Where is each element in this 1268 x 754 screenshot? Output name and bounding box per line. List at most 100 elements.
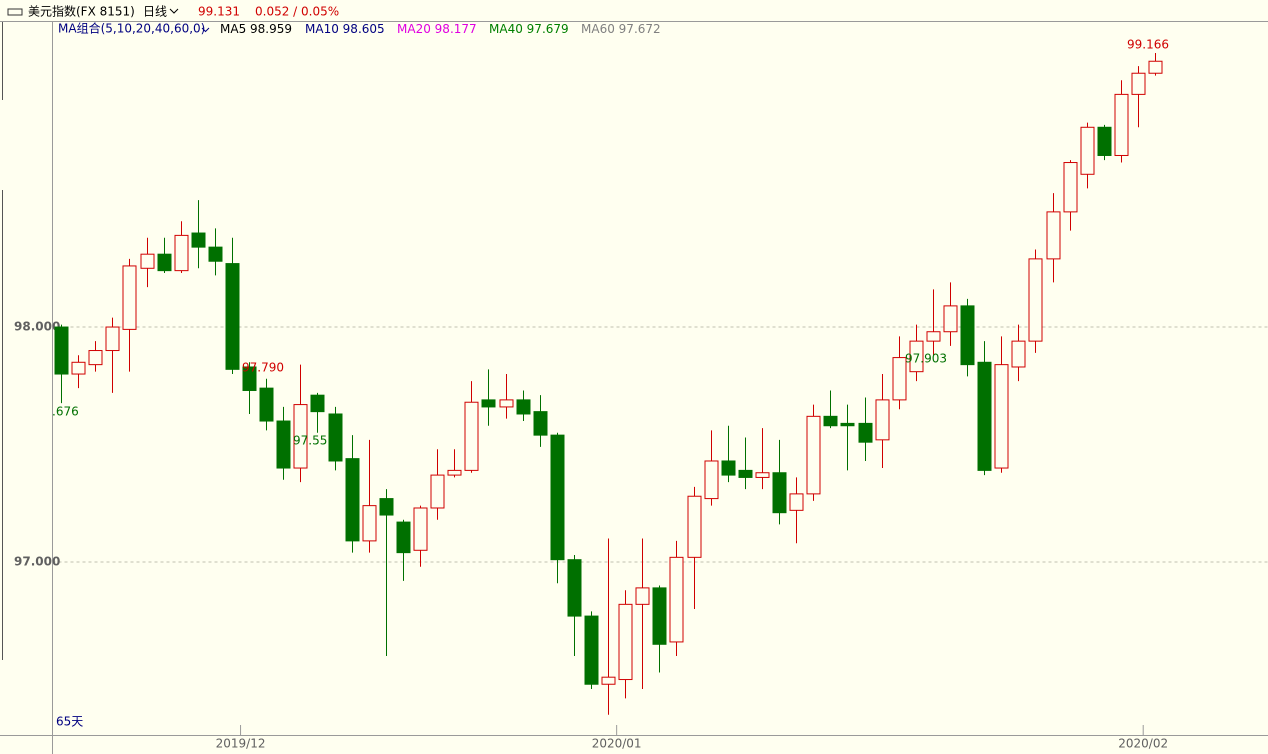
candle-body: [1080, 126, 1095, 175]
candle-body: [157, 253, 172, 272]
candle-body: [669, 556, 684, 643]
candle-body: [1046, 211, 1061, 260]
candle-body: [362, 505, 377, 542]
candle-body: [345, 458, 360, 542]
candle-body: [71, 361, 86, 375]
ma-value: 98.959: [250, 22, 292, 36]
candle-body: [242, 366, 257, 391]
candle-body: [259, 387, 274, 422]
candle-body: [499, 399, 514, 408]
ma-name: MA20: [397, 22, 431, 36]
candle-body: [533, 411, 548, 436]
ma-name: MA60: [581, 22, 615, 36]
candle-body: [755, 472, 770, 478]
y-tick-label: 98.000: [14, 320, 60, 334]
ma-value: 98.177: [435, 22, 477, 36]
candle-body: [276, 420, 291, 469]
candle-body: [1148, 60, 1163, 74]
candle-body: [447, 469, 462, 476]
candle-body: [738, 469, 753, 478]
candle-body: [310, 394, 325, 413]
ma-value: 97.679: [527, 22, 569, 36]
candle-body: [54, 326, 69, 375]
annotation: 97.790: [242, 361, 284, 375]
candle-body: [293, 404, 308, 469]
period-count: 65天: [56, 715, 83, 729]
candle-body: [858, 422, 873, 443]
period[interactable]: 日线: [143, 5, 167, 19]
candle-body: [1011, 340, 1026, 368]
ma-name: MA5: [220, 22, 246, 36]
candle-body: [892, 357, 907, 401]
candle-body: [994, 364, 1009, 469]
ma-value: 97.672: [619, 22, 661, 36]
candle-body: [977, 361, 992, 471]
candle-body: [584, 615, 599, 685]
x-tick-label: 2020/02: [1118, 737, 1168, 751]
y-tick-label: 97.000: [14, 555, 60, 569]
candle-body: [1114, 93, 1129, 156]
candle-body: [174, 234, 189, 272]
candle-body: [789, 493, 804, 511]
candle-body: [943, 305, 958, 333]
period-chevron[interactable]: [169, 8, 179, 14]
candle-body: [926, 331, 941, 342]
candle-body: [208, 246, 223, 262]
candle-body: [396, 521, 411, 554]
candle-body: [379, 498, 394, 516]
symbol-icon: [7, 8, 23, 16]
candle-body: [652, 587, 667, 645]
ma-chevron[interactable]: [201, 27, 210, 33]
candle-body: [464, 401, 479, 471]
candle-body: [806, 415, 821, 495]
annotation: 97.903: [905, 352, 947, 366]
symbol[interactable]: 美元指数(FX 8151): [28, 4, 135, 19]
candle-body: [704, 460, 719, 500]
annotation: .676: [52, 405, 79, 419]
candle-body: [481, 399, 496, 408]
candle-body: [618, 603, 633, 681]
candle-body: [105, 326, 120, 352]
candle-body: [687, 495, 702, 558]
candle-body: [140, 253, 155, 269]
candle-body: [721, 460, 736, 476]
ma-title[interactable]: MA组合(5,10,20,40,60,0): [58, 21, 205, 36]
ma-legend-item: MA40 97.679: [489, 22, 569, 36]
candle-body: [823, 415, 838, 427]
ma-name: MA40: [489, 22, 523, 36]
candle-body: [516, 399, 531, 415]
candle-body: [601, 676, 616, 685]
candle-body: [840, 422, 855, 427]
ma-value: 98.605: [343, 22, 385, 36]
annotation: 97.55: [293, 434, 327, 448]
ma-legend-item: MA10 98.605: [305, 22, 385, 36]
candle-body: [413, 507, 428, 551]
candle-body: [960, 305, 975, 366]
ma-legend-item: MA20 98.177: [397, 22, 477, 36]
candle-body: [328, 413, 343, 462]
candle-body: [635, 587, 650, 605]
candle-body: [1063, 162, 1078, 213]
candle-body: [430, 474, 445, 509]
candle-body: [909, 340, 924, 373]
candle-body: [88, 350, 103, 366]
candle-body: [567, 559, 582, 617]
candle-body: [1028, 258, 1043, 342]
x-tick-label: 2019/12: [216, 737, 266, 751]
candle-body: [191, 232, 206, 248]
candle-body: [225, 263, 240, 370]
x-tick-label: 2020/01: [592, 737, 642, 751]
candle-body: [122, 265, 137, 330]
ma-legend-item: MA5 98.959: [220, 22, 292, 36]
price: 99.131: [198, 5, 240, 19]
candle-body: [875, 399, 890, 441]
ma-name: MA10: [305, 22, 339, 36]
candle-body: [772, 472, 787, 514]
change: 0.052 / 0.05%: [255, 5, 339, 19]
candle-body: [1097, 126, 1112, 156]
candle-body: [1131, 72, 1146, 95]
candle-body: [550, 434, 565, 561]
annotation: 99.166: [1127, 38, 1169, 52]
